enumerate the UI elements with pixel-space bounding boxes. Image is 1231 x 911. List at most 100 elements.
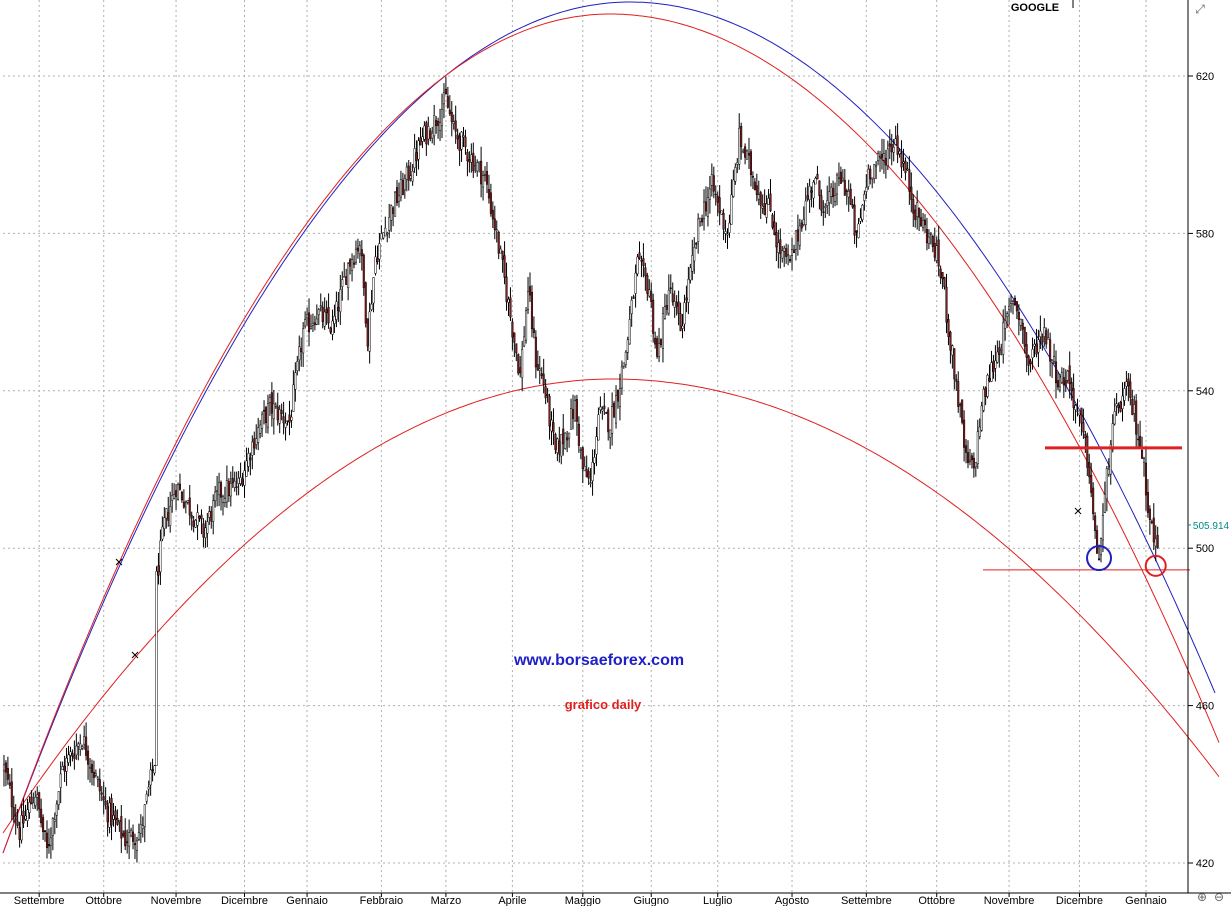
candle-body bbox=[853, 204, 856, 236]
candle bbox=[603, 392, 606, 415]
candle-body bbox=[478, 161, 481, 164]
candle-body bbox=[638, 252, 641, 259]
candle bbox=[489, 183, 492, 217]
candle bbox=[263, 400, 266, 425]
candle bbox=[1070, 377, 1073, 401]
candle bbox=[820, 189, 823, 217]
candle bbox=[710, 163, 713, 197]
y-tick-label: 540 bbox=[1196, 386, 1214, 398]
candle-body bbox=[51, 818, 54, 836]
candle-body bbox=[663, 306, 666, 319]
candle-body bbox=[104, 800, 107, 806]
candle-body bbox=[178, 483, 181, 490]
candle-body bbox=[636, 256, 639, 275]
candle-body bbox=[910, 186, 913, 200]
candle bbox=[482, 170, 485, 201]
candle-body bbox=[1156, 535, 1159, 548]
candle-body bbox=[167, 512, 170, 521]
candle bbox=[828, 176, 831, 216]
candle bbox=[532, 316, 535, 339]
candle bbox=[691, 239, 694, 281]
candle bbox=[386, 231, 389, 243]
candle bbox=[1152, 503, 1155, 550]
candle-body bbox=[861, 204, 864, 221]
candle-body bbox=[544, 386, 547, 399]
candle-body bbox=[1023, 326, 1026, 347]
candle bbox=[378, 233, 381, 270]
candle-body bbox=[284, 422, 287, 428]
candle-body bbox=[669, 287, 672, 290]
candle bbox=[755, 173, 758, 202]
candle-body bbox=[362, 254, 365, 288]
zoom-out-icon[interactable]: ⊖ bbox=[1213, 890, 1225, 904]
candle bbox=[1123, 381, 1126, 406]
candle-body bbox=[941, 272, 944, 280]
candle-body bbox=[509, 297, 512, 318]
candle-body bbox=[1080, 407, 1083, 424]
candle bbox=[161, 516, 164, 542]
candle bbox=[87, 745, 90, 780]
candle-body bbox=[261, 413, 264, 429]
candle-body bbox=[912, 199, 915, 214]
candle bbox=[560, 433, 563, 465]
candle-body bbox=[268, 397, 271, 403]
candle-body bbox=[139, 823, 142, 834]
candle bbox=[783, 245, 786, 267]
candle bbox=[591, 449, 594, 496]
candle bbox=[474, 155, 477, 173]
candle-body bbox=[906, 168, 909, 171]
candle bbox=[566, 430, 569, 453]
candle-body bbox=[133, 843, 137, 846]
candle-body bbox=[1109, 444, 1112, 475]
candle bbox=[914, 204, 917, 228]
candle bbox=[288, 400, 291, 436]
candle-body bbox=[368, 311, 371, 352]
candle-body bbox=[176, 484, 180, 500]
candle-body bbox=[214, 491, 217, 502]
candle bbox=[485, 161, 489, 194]
candle bbox=[358, 240, 361, 263]
candle bbox=[349, 257, 352, 275]
candle-body bbox=[491, 209, 494, 220]
candle-body bbox=[571, 409, 575, 419]
candle bbox=[527, 277, 530, 314]
candle-body bbox=[394, 191, 397, 217]
candle bbox=[34, 790, 37, 809]
expand-arrows-icon[interactable]: ⤢ bbox=[1195, 2, 1205, 16]
candle bbox=[1133, 395, 1136, 422]
candle-body bbox=[354, 248, 357, 263]
candle bbox=[63, 755, 66, 783]
candle-body bbox=[437, 121, 440, 126]
candle-body bbox=[270, 392, 273, 414]
candle-body bbox=[894, 138, 897, 145]
candle-body bbox=[137, 832, 140, 840]
candle bbox=[702, 189, 706, 231]
candle-body bbox=[235, 486, 238, 488]
candle bbox=[884, 149, 887, 179]
candle-body bbox=[1111, 423, 1114, 451]
candle bbox=[196, 504, 199, 540]
candle bbox=[1137, 423, 1140, 449]
candle-body bbox=[1027, 355, 1030, 366]
candle-body bbox=[779, 239, 782, 254]
candle-body bbox=[816, 173, 819, 180]
candle-body bbox=[998, 347, 1001, 355]
candle-body bbox=[116, 817, 119, 825]
candle-body bbox=[423, 125, 426, 140]
candle bbox=[10, 768, 13, 821]
candle-body bbox=[691, 255, 694, 272]
candle-body bbox=[615, 395, 618, 424]
candle-body bbox=[624, 351, 627, 365]
candle-body bbox=[12, 807, 15, 818]
candle bbox=[227, 478, 230, 502]
candle-body bbox=[822, 211, 825, 213]
candle bbox=[1064, 369, 1067, 392]
candle bbox=[190, 511, 193, 531]
candle-body bbox=[949, 331, 952, 351]
candle-body bbox=[877, 153, 880, 161]
candle-body bbox=[837, 177, 840, 179]
zoom-in-icon[interactable]: ⊕ bbox=[1196, 890, 1208, 904]
candle-body bbox=[749, 151, 752, 176]
